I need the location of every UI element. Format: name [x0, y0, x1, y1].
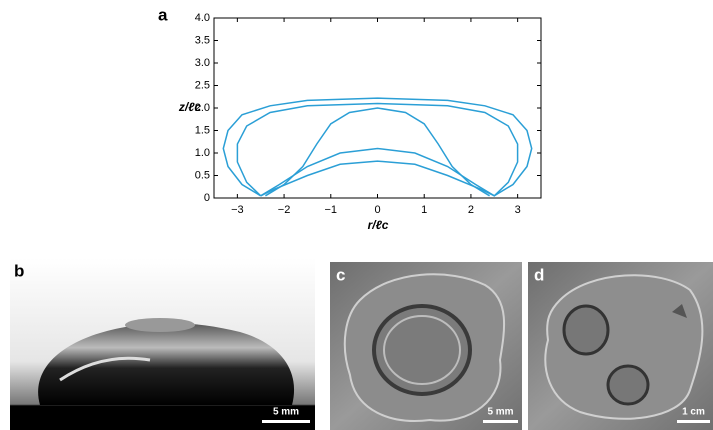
x-axis-label: r/ℓc [368, 218, 389, 232]
photo-d [528, 262, 713, 430]
scale-bar [483, 420, 518, 423]
scale-bar-label: 1 cm [682, 407, 705, 418]
y-axis-label: z/ℓc [178, 100, 202, 114]
y-tick-label: 3.5 [195, 34, 210, 46]
x-tick-label: 2 [468, 204, 474, 216]
x-tick-label: −1 [325, 204, 338, 216]
y-tick-label: 2.0 [195, 102, 210, 114]
scale-bar-label: 5 mm [273, 407, 299, 418]
y-tick-label: 3.0 [195, 57, 210, 69]
panel-label: d [534, 265, 544, 284]
photo-c [330, 262, 522, 430]
x-tick-label: 0 [374, 204, 380, 216]
y-tick-label: 1.5 [195, 124, 210, 136]
y-tick-label: 4.0 [195, 12, 210, 24]
panel-label: c [336, 265, 345, 284]
x-tick-label: 1 [421, 204, 427, 216]
profile-curve [236, 102, 519, 197]
profile-curve [222, 97, 533, 197]
y-tick-label: 2.5 [195, 79, 210, 91]
y-tick-label: 1.0 [195, 147, 210, 159]
y-tick-label: 0.5 [195, 169, 210, 181]
x-tick-label: −3 [231, 204, 244, 216]
panel-label: b [14, 261, 24, 280]
scale-bar-label: 5 mm [487, 407, 513, 418]
x-tick-label: 3 [515, 204, 521, 216]
y-tick-label: 0 [204, 192, 210, 204]
photo-b [10, 258, 315, 430]
panel-label: a [158, 5, 168, 24]
scale-bar [262, 420, 310, 423]
profile-curve [265, 107, 490, 197]
x-tick-label: −2 [278, 204, 291, 216]
scale-bar [677, 420, 710, 423]
